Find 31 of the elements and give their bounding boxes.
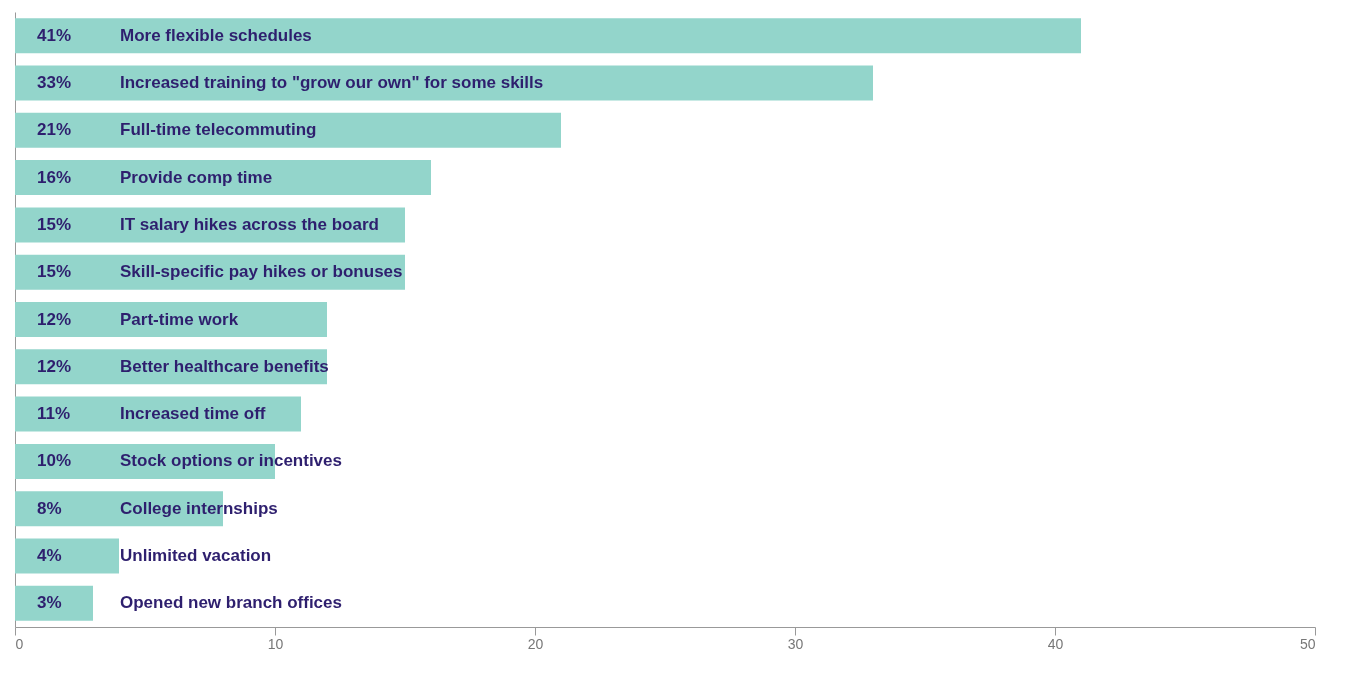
x-tick-label: 10 [267, 635, 284, 652]
x-tick-label: 30 [787, 635, 804, 652]
y-tick-label: IT salary hikes across the board [120, 214, 379, 234]
y-tick-label: Full-time telecommuting [120, 120, 317, 140]
y-tick-label: Increased training to "grow our own" for some skills [120, 72, 544, 92]
data-label: 8% [37, 498, 62, 518]
data-label: 15% [37, 262, 72, 282]
x-tick-label: 20 [527, 635, 544, 652]
data-label: 15% [37, 214, 72, 234]
data-label: 21% [37, 120, 72, 140]
y-tick-label: Stock options or incentives [120, 451, 342, 471]
x-tick-label: 0 [15, 635, 24, 652]
data-label: 12% [37, 356, 72, 376]
y-tick-label: Skill-specific pay hikes or bonuses [120, 262, 403, 282]
y-tick-label: Unlimited vacation [120, 546, 272, 566]
data-label: 12% [37, 309, 72, 329]
data-label: 33% [37, 72, 72, 92]
y-tick-label: More flexible schedules [120, 25, 312, 45]
data-label: 16% [37, 167, 72, 187]
data-label: 3% [37, 593, 62, 613]
data-label: 11% [37, 404, 71, 424]
y-tick-label: Provide comp time [120, 167, 273, 187]
data-label: 10% [37, 451, 72, 471]
x-tick-label: 40 [1047, 635, 1064, 652]
y-tick-label: Increased time off [120, 404, 266, 424]
data-label: 41% [37, 25, 72, 45]
x-tick-label: 50 [1299, 635, 1316, 652]
data-label: 4% [37, 546, 62, 566]
y-tick-label: Opened new branch offices [120, 593, 342, 613]
y-tick-label: Part-time work [120, 309, 239, 329]
y-tick-label: College internships [120, 498, 278, 518]
